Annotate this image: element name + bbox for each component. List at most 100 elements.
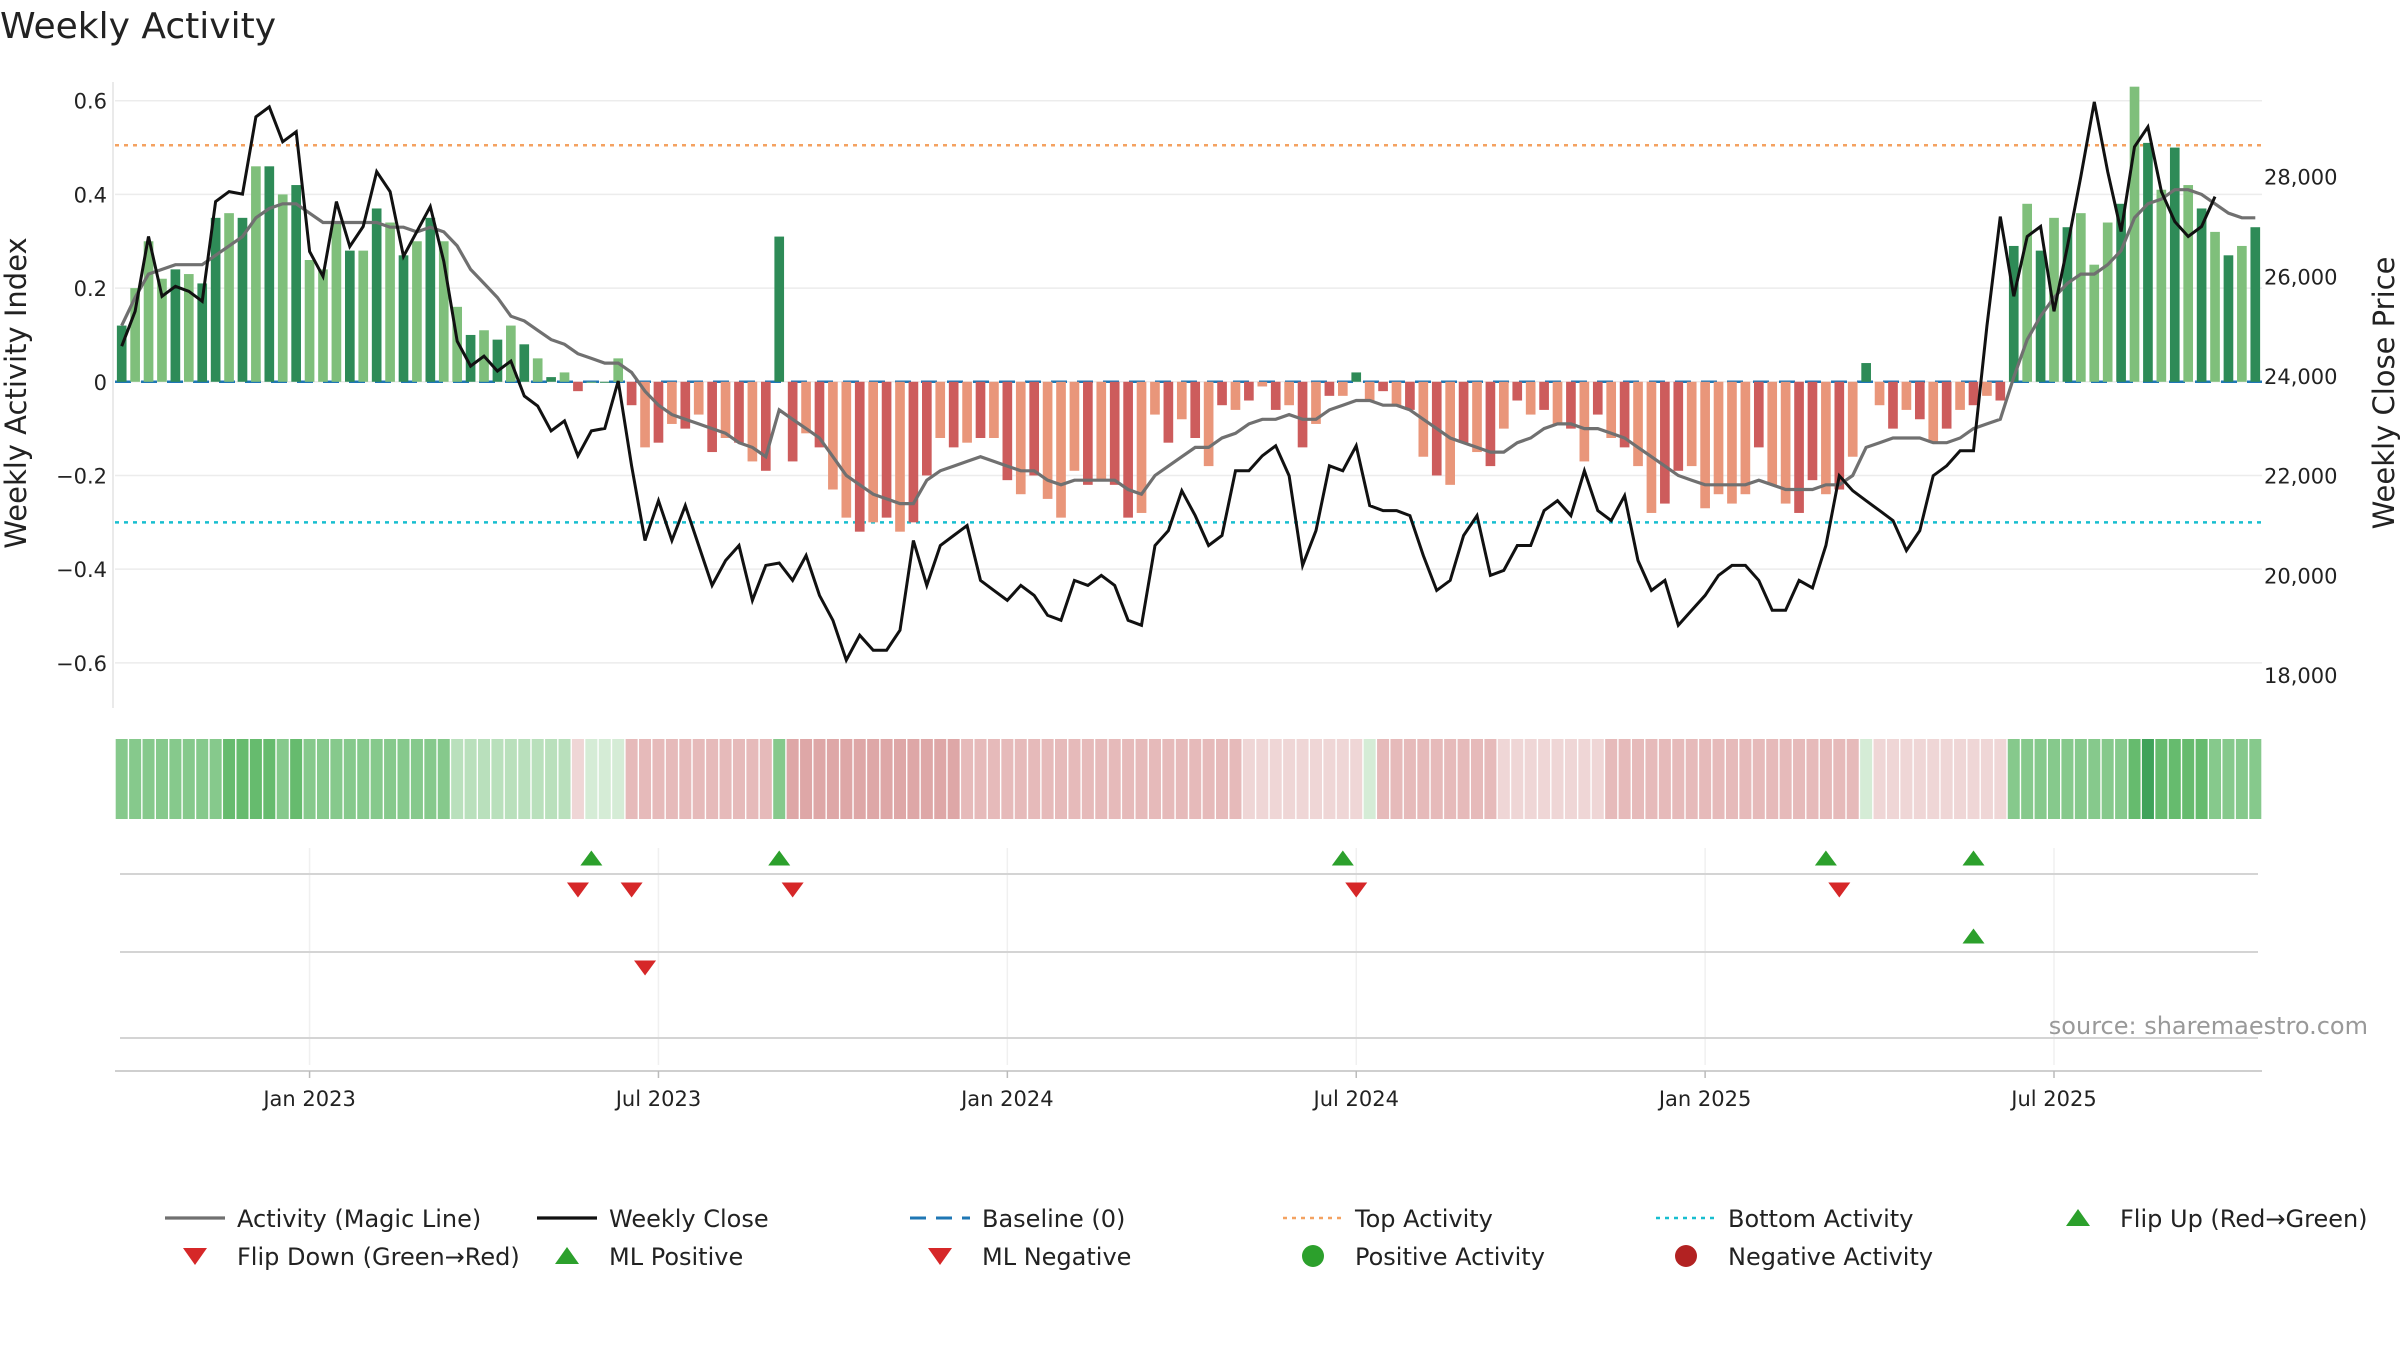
heat-cell [1632,739,1645,819]
heat-cell [1980,739,1993,819]
heat-cell [974,739,987,819]
heat-cell [773,739,786,819]
activity-bar [2183,185,2194,382]
flip-down-marker [620,882,643,898]
y-tick-left: 0 [94,371,107,395]
activity-bar [1150,381,1160,415]
heat-cell [1605,739,1618,819]
activity-bar [2076,213,2086,382]
heat-cell [2195,739,2208,819]
activity-bar [1042,381,1053,499]
flip-up-marker [580,850,603,866]
activity-bar [1673,381,1684,471]
heat-cell [1846,739,1859,819]
activity-bar [2169,147,2180,382]
activity-bar [1244,381,1254,401]
activity-bar [1794,381,1804,513]
x-tick-label: Jan 2025 [1657,1087,1752,1111]
heat-cell [2168,739,2181,819]
heat-cell [598,739,611,819]
activity-bar [599,381,610,383]
heat-cell [732,739,745,819]
heat-cell [249,739,262,819]
activity-bar [881,381,892,518]
activity-bar [546,377,556,382]
activity-bar [895,381,905,532]
activity-bar [224,213,234,382]
activity-bar [1713,381,1724,495]
heat-cell [1497,739,1510,819]
heat-cell [813,739,826,819]
heat-cell [1309,739,1322,819]
heat-cell [719,739,732,819]
y-axis-right-title: Weekly Close Price [2367,257,2400,530]
activity-bar [1015,381,1026,495]
heat-cell [1967,739,1980,819]
signal-rows [115,848,2262,1072]
grid-lines [112,82,2262,708]
activity-bar [1552,381,1563,424]
activity-bar [720,381,731,438]
activity-bar [948,381,959,448]
heat-cell [1457,739,1470,819]
heat-cell [625,739,638,819]
heat-cell [585,739,598,819]
activity-bar [760,381,771,471]
heat-cell [786,739,799,819]
activity-bar [1056,381,1066,518]
ml-up-marker [1962,928,1985,944]
heat-cell [1175,739,1188,819]
heat-cell [1055,739,1068,819]
activity-bar [814,381,825,448]
heat-cell [1819,739,1832,819]
activity-bar [291,185,301,382]
activity-bar [1767,381,1778,485]
activity-bar [559,372,570,382]
heat-cell [2088,739,2101,819]
activity-bar [1391,381,1402,406]
heat-cell [504,739,517,819]
activity-bars [116,86,2261,532]
heat-cell [571,739,584,819]
activity-bar [1163,381,1174,443]
activity-bar [1002,381,1013,481]
x-tick-label: Jul 2023 [614,1087,701,1111]
heat-cell [907,739,920,819]
legend-label: ML Positive [609,1243,743,1271]
heat-cell [2074,739,2087,819]
y-tick-left: 0.6 [74,90,107,114]
activity-bar [2250,227,2261,382]
y-tick-labels: −0.6 −0.4 −0.2 0 0.2 0.4 0.6 18,000 20,000 22,000… [56,90,2337,688]
activity-bar [506,325,516,382]
x-tick-label: Jul 2025 [2009,1087,2096,1111]
activity-bar [1566,381,1576,429]
activity-bar [331,222,342,382]
legend-circle-icon [1302,1245,1324,1267]
heat-cell [1135,739,1148,819]
heat-cell [746,739,759,819]
heat-cell [1202,739,1215,819]
y-tick-right: 28,000 [2264,166,2337,190]
heat-cell [169,739,182,819]
heat-cell [1377,739,1390,819]
activity-bar [1592,381,1603,415]
heat-cell [1216,739,1229,819]
heat-cell [1940,739,1953,819]
activity-bar [2129,86,2140,382]
activity-bar [304,260,315,382]
heat-cell [1283,739,1296,819]
flip-down-marker [1828,882,1851,898]
legend-label: Flip Up (Red→Green) [2120,1205,2368,1233]
heat-cell [2007,739,2020,819]
activity-bar [2143,142,2153,382]
heat-cell [2222,739,2235,819]
heat-cell [652,739,665,819]
heat-cell [182,739,195,819]
y-tick-right: 18,000 [2264,664,2337,688]
heat-cell [545,739,558,819]
activity-bar [1955,381,1965,410]
heat-cell [223,739,236,819]
activity-bar [989,381,999,438]
activity-bar [1686,381,1697,467]
activity-bar [1861,363,1871,382]
